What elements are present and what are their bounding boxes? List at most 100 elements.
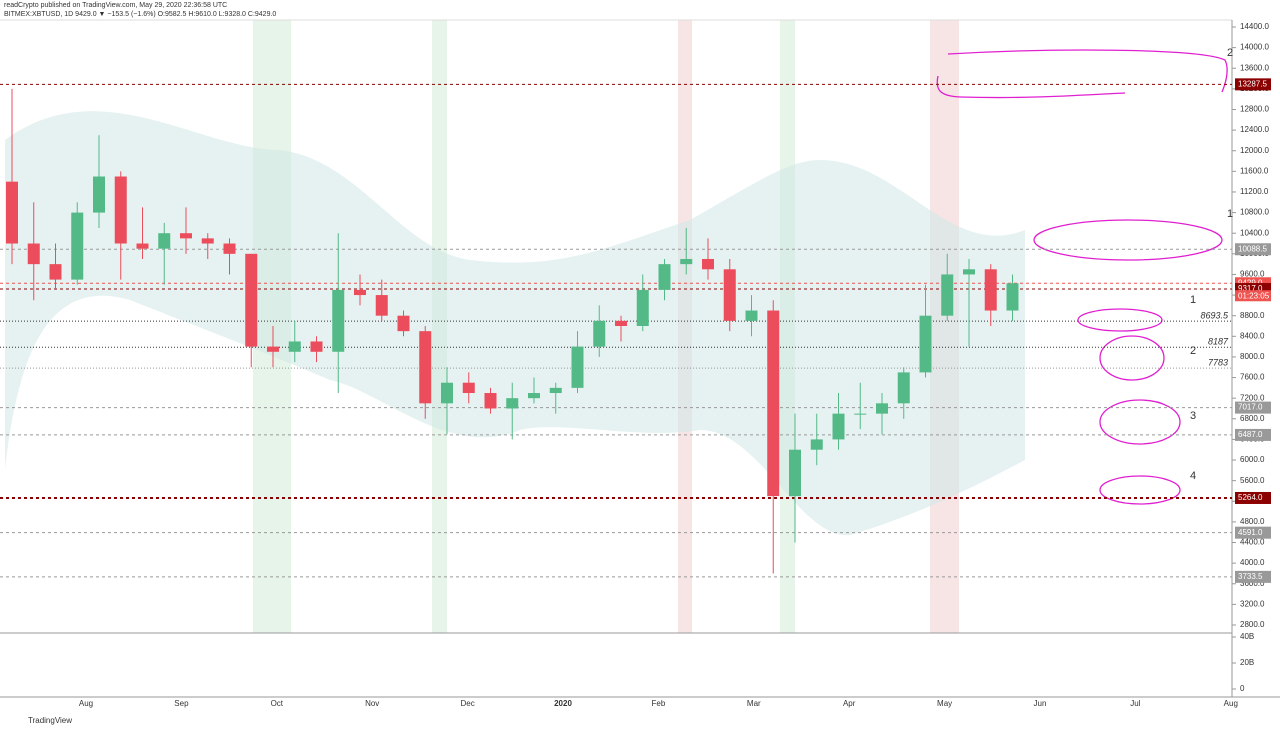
candle-body [245,253,258,347]
candle-body [114,176,127,244]
y-tick-label: 9600.0 [1240,270,1265,279]
candle-body [71,212,84,280]
x-tick-label: Jun [1034,699,1047,708]
y-tick-label: 3600.0 [1240,579,1265,588]
level-label-bg [1235,570,1271,583]
annotation: 1 [1190,294,1196,306]
candle-body [180,233,192,239]
x-tick-label: Aug [79,699,93,708]
level-label: 7017.0 [1238,403,1263,412]
candle-body [941,274,954,316]
y-tick-label: 7600.0 [1240,373,1265,382]
countdown: 01:23:05 [1238,291,1270,300]
candle-body [636,289,649,326]
candle-body [136,243,149,249]
candle-body [354,289,366,296]
x-tick-label: Nov [365,699,379,708]
symbol-info: BITMEX:XBTUSD, 1D 9429.0 ▼ −153.5 (−1.6%… [4,11,276,18]
candle-body [375,295,388,316]
candle-body [680,258,693,265]
candle-body [441,382,453,404]
candle-body [571,346,584,388]
candle-body [332,289,345,352]
y-tick-label: 4800.0 [1240,517,1265,526]
candle-body [658,264,671,290]
level-label: 8693.5 [1200,311,1229,321]
y-tick-label: 11200.0 [1240,187,1269,196]
y-tick-label: 4000.0 [1240,558,1265,567]
x-tick-label: Aug [1224,699,1238,708]
candle-body [593,320,606,347]
level-label: 7783 [1208,357,1228,367]
level-label: 3733.5 [1238,572,1263,581]
candle-body [93,176,105,213]
y-tick-label: 12400.0 [1240,125,1269,134]
annotation: 1 [1227,208,1233,220]
candle-body [506,398,519,409]
candle-body [963,269,975,275]
y-tick-label: 6800.0 [1240,414,1265,423]
candle-body [27,243,40,265]
y-tick-label: 2800.0 [1240,620,1265,629]
candle-body [615,320,627,326]
annotation: 2 [1190,345,1196,357]
candle-body [789,449,801,497]
candle-body [723,269,736,321]
y-tick-label: 8000.0 [1240,352,1265,361]
volume-tick-label: 20B [1240,658,1254,667]
level-label: 9317.0 [1238,284,1263,293]
y-tick-label: 3200.0 [1240,599,1265,608]
candle-body [310,341,323,352]
candle-body [919,315,932,373]
candle-body [832,413,845,440]
y-tick-label: 14000.0 [1240,43,1269,52]
candle-body [6,181,18,244]
level-label: 8187 [1208,337,1229,347]
candle-body [397,315,410,332]
y-tick-label: 10400.0 [1240,228,1269,237]
x-tick-label: Mar [747,699,761,708]
y-tick-label: 6000.0 [1240,455,1265,464]
x-tick-label: May [937,699,952,708]
candle-body [158,233,171,249]
y-tick-label: 14400.0 [1240,22,1269,31]
y-tick-label: 11600.0 [1240,166,1269,175]
volume-tick-label: 0 [1240,684,1245,693]
candle-body [984,269,997,311]
y-tick-label: 7200.0 [1240,393,1265,402]
y-tick-label: 10800.0 [1240,208,1269,217]
y-tick-label: 12000.0 [1240,146,1269,155]
candle-body [876,403,888,414]
level-label: 4591.0 [1238,528,1263,537]
candle-body [549,387,562,394]
candle-body [854,413,867,415]
annotation: 4 [1190,470,1196,482]
candle-body [288,341,301,352]
candle-body [49,264,62,280]
candle-body [462,382,475,394]
level-label-bg [1235,491,1271,504]
x-tick-label: Jul [1130,699,1140,708]
countdown-bg [1235,290,1271,302]
level-label-bg [1235,428,1271,441]
annotation: 2 [1227,47,1233,59]
level-label: 10088.5 [1238,244,1267,253]
candle-body [1006,283,1019,311]
level-label: 6487.0 [1238,430,1263,439]
volume-tick-label: 40B [1240,632,1254,641]
level-label-bg [1235,243,1271,256]
candle-body [267,346,279,352]
y-tick-label: 8400.0 [1240,331,1265,340]
level-label-bg [1235,526,1271,539]
candle-body [528,393,540,399]
candle-body [897,372,910,404]
hand-drawn-ellipses [936,49,1228,505]
y-tick-label: 5600.0 [1240,476,1265,485]
y-tick-label: 4400.0 [1240,538,1265,547]
x-tick-label: Oct [271,699,284,708]
y-tick-label: 13600.0 [1240,63,1269,72]
candle-body [745,310,758,321]
y-tick-label: 8800.0 [1240,311,1265,320]
